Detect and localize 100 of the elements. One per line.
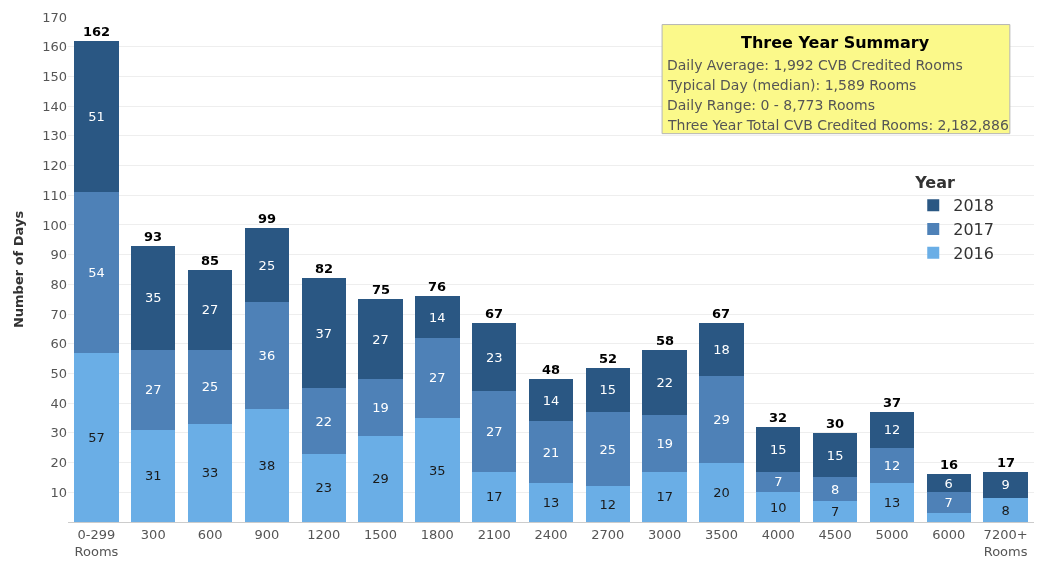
bar [642,471,687,522]
data-label: 21 [542,444,560,460]
x-tick-label: 5000 [875,526,909,542]
x-tick-label: 6000 [932,526,966,542]
data-label: 13 [542,495,560,511]
bar [699,376,744,463]
bar [585,486,630,522]
bar [756,492,801,522]
data-label: 19 [372,400,389,416]
x-tick-label: 4500 [818,526,852,542]
bar [699,322,744,377]
data-label: 35 [144,290,162,306]
y-tick-label: 40 [50,395,67,411]
bar [472,471,517,522]
data-label: 29 [372,471,389,487]
bar [472,391,517,472]
data-label: 15 [599,382,617,398]
data-label: 25 [599,441,617,457]
total-label: 85 [201,253,220,268]
y-tick-label: 100 [42,217,67,233]
y-tick-label: 160 [42,39,67,55]
x-tick-label: 1800 [420,526,454,542]
total-label: 58 [656,333,675,348]
bar [415,337,460,419]
total-label: 17 [997,455,1016,470]
legend-label: 2018 [953,196,994,216]
y-tick-label: 170 [42,9,67,25]
data-label: 9 [1001,477,1010,493]
bar [131,245,176,350]
x-tick-label: 600 [197,526,223,542]
data-label: 12 [599,496,617,512]
bar [869,447,915,484]
bar [358,435,403,522]
data-label: 18 [713,342,730,358]
data-label: 27 [429,370,446,386]
bar [528,483,574,522]
x-tick-label: 2700 [591,526,625,542]
bar [74,192,119,353]
data-label: 17 [485,489,503,505]
total-label: 48 [542,362,561,377]
data-label: 7 [830,504,840,520]
bar [472,322,517,392]
bar [812,432,858,478]
bar [74,352,119,522]
bar [926,513,971,522]
bar [187,269,233,350]
data-label: 19 [656,435,673,451]
bar [869,412,915,448]
y-tick-label: 20 [50,455,67,471]
data-label: 8 [830,481,840,497]
data-label: 27 [144,382,162,398]
bar [528,379,574,421]
legend-label: 2017 [953,220,994,240]
y-tick-label: 30 [50,425,67,441]
y-tick-label: 70 [50,306,67,322]
data-label: 17 [656,489,673,505]
data-label: 12 [883,422,901,438]
data-label: 25 [201,379,219,395]
total-label: 32 [769,410,788,425]
data-label: 23 [315,480,332,496]
bar [244,302,290,410]
x-tick-label: 1500 [363,526,398,542]
y-tick-label: 60 [50,336,67,352]
bar [244,227,290,303]
y-tick-label: 80 [50,276,67,292]
y-tick-label: 110 [42,187,67,203]
total-label: 67 [712,306,731,321]
data-label: 27 [372,331,389,347]
bar [358,299,403,380]
bar [187,349,233,424]
bar [74,40,119,193]
data-label: 8 [1001,502,1010,518]
data-label: 12 [883,458,901,474]
data-label: 51 [88,109,105,125]
total-label: 99 [258,211,277,226]
data-label: 15 [826,447,844,463]
total-label: 162 [83,24,111,39]
data-label: 20 [713,484,730,500]
bar [642,349,687,416]
x-tick-label: 1200 [307,526,341,542]
bar [812,501,858,522]
legend-title: Year [914,173,956,193]
y-axis-title: Number of Days [11,210,27,329]
data-label: 27 [485,423,503,439]
total-label: 30 [826,416,845,431]
bar [756,471,801,493]
data-label: 13 [883,495,901,511]
y-tick-label: 50 [50,366,67,382]
bar [585,367,630,413]
data-label: 38 [258,458,276,474]
annotation: Daily Average: 1,992 CVB Credited Rooms [667,57,963,73]
data-label: 25 [258,257,276,273]
data-label: 7 [774,474,783,490]
data-label: 27 [201,302,219,318]
bar [187,423,233,522]
bar [983,498,1028,522]
data-label: 54 [88,264,105,280]
x-tick-label: 7200+ Rooms [983,526,1028,559]
bar [358,379,403,436]
x-tick-label: 2400 [534,526,568,542]
